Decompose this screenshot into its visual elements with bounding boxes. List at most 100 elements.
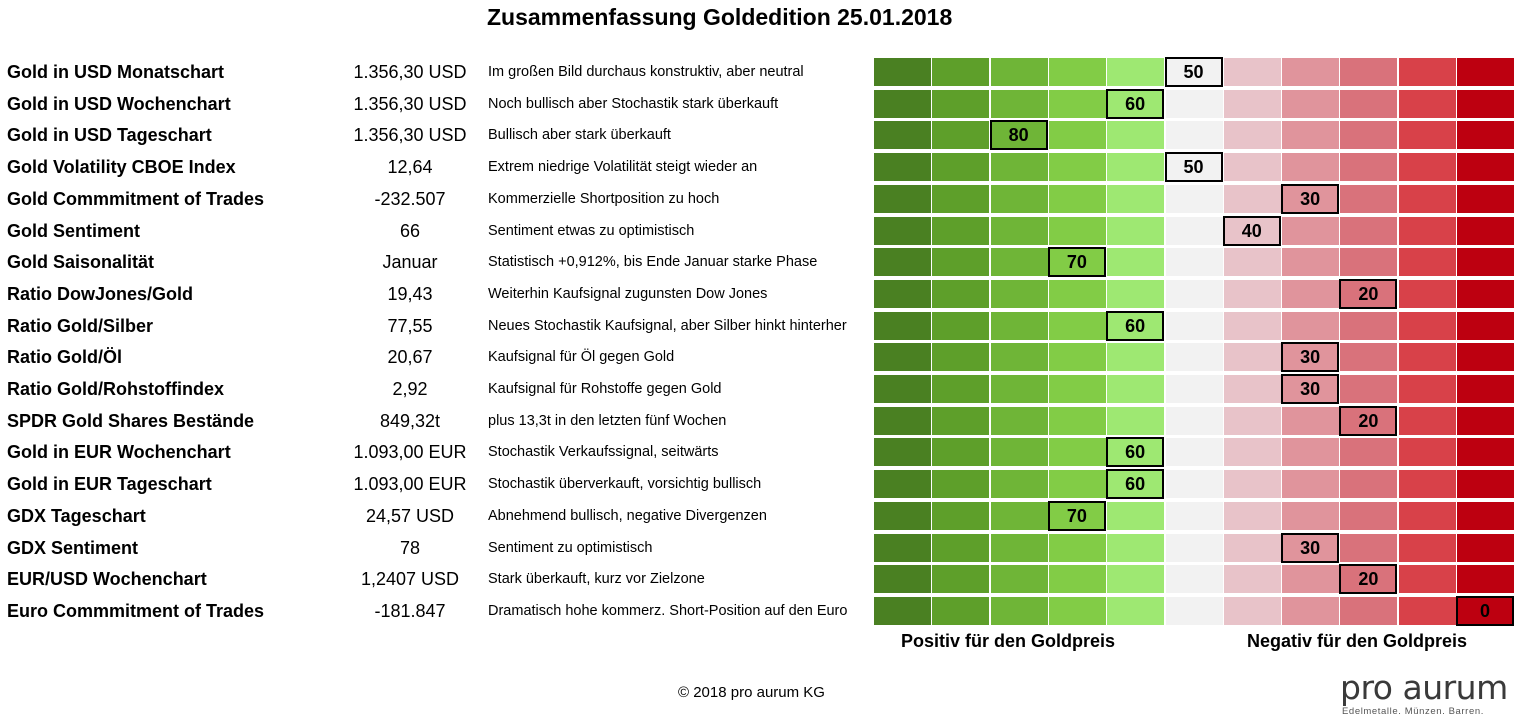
- scale-segment: [1107, 533, 1165, 562]
- row-comment: Kaufsignal für Öl gegen Gold: [488, 349, 675, 366]
- scale-segment: [1048, 216, 1106, 245]
- scale-segment: [1107, 596, 1165, 625]
- scale-segment: [1107, 501, 1165, 530]
- table-row: Ratio Gold/Öl 20,67 Kaufsignal für Öl gege…: [0, 342, 1521, 373]
- scale-segment: [874, 565, 931, 594]
- table-row: Ratio Gold/Silber 77,55 Neues Stochastik K…: [0, 310, 1521, 341]
- scale-segment: [874, 184, 931, 213]
- scale-segment: [1048, 184, 1106, 213]
- scale-segment: [990, 89, 1048, 118]
- row-value: Januar: [382, 252, 438, 273]
- scale-segment: [990, 406, 1048, 435]
- scale-segment: [1223, 311, 1281, 340]
- scale-segment: [1048, 121, 1106, 150]
- scale-segment: [990, 153, 1048, 182]
- scale-segment: [1223, 406, 1281, 435]
- scale-segment: [1282, 501, 1340, 530]
- scale-segment: [932, 89, 990, 118]
- scale-segment: [1340, 533, 1398, 562]
- scale-segment: [874, 501, 931, 530]
- scale-segment: [1223, 501, 1281, 530]
- table-row: Gold Sentiment 66 Sentiment etwas zu optim…: [0, 215, 1521, 246]
- scale-segment: [874, 89, 931, 118]
- scale-segment: [932, 375, 990, 403]
- scale-segment: [874, 343, 931, 372]
- copyright-text: © 2018 pro aurum KG: [678, 684, 825, 701]
- table-row: Gold in USD Wochenchart 1.356,30 USD Noch …: [0, 88, 1521, 119]
- scale-segment: [874, 470, 931, 499]
- scale-segment: [1282, 596, 1340, 625]
- scale-segment: [990, 470, 1048, 499]
- scale-segment: [874, 406, 931, 435]
- scale-segment: [1340, 184, 1398, 213]
- scale-segment: [1107, 343, 1165, 372]
- table-row: Euro Commmitment of Trades -181.847 Dramat…: [0, 595, 1521, 626]
- scale-segment: [1398, 470, 1456, 499]
- scale-segment: [1048, 343, 1106, 372]
- table-row: EUR/USD Wochenchart 1,2407 USD Stark überk…: [0, 564, 1521, 595]
- scale-segment: [1398, 501, 1456, 530]
- scale-segment: [1048, 596, 1106, 625]
- scale-segment: [1107, 58, 1165, 86]
- row-value: 12,64: [387, 157, 433, 178]
- scale-segment: [874, 153, 931, 182]
- row-label: Gold Volatility CBOE Index: [7, 157, 236, 178]
- table-row: Gold Volatility CBOE Index 12,64 Extrem ni…: [0, 152, 1521, 183]
- scale-segment: [874, 596, 931, 625]
- scale-segment: [1282, 311, 1340, 340]
- scale-segment: [1340, 501, 1398, 530]
- row-label: Gold Sentiment: [7, 220, 141, 241]
- scale-segment: [1457, 406, 1514, 435]
- score-marker: 60: [1106, 437, 1165, 468]
- pro-aurum-logo: pro aurum Edelmetalle. Münzen. Barren.: [1340, 670, 1512, 718]
- row-comment: Stark überkauft, kurz vor Zielzone: [488, 571, 705, 588]
- scale-segment: [932, 406, 990, 435]
- scale-segment: [932, 596, 990, 625]
- scale-segment: [1340, 89, 1398, 118]
- row-label: Euro Commmitment of Trades: [7, 600, 265, 621]
- table-row: GDX Tageschart 24,57 USD Abnehmend bullisc…: [0, 500, 1521, 531]
- row-comment: plus 13,3t in den letzten fünf Wochen: [488, 412, 727, 429]
- row-comment: Kommerzielle Shortposition zu hoch: [488, 190, 720, 207]
- table-row: Gold Commmitment of Trades -232.507 Kommer…: [0, 183, 1521, 214]
- scale-segment: [1223, 533, 1281, 562]
- row-comment: Bullisch aber stark überkauft: [488, 127, 671, 144]
- scale-segment: [1223, 248, 1281, 277]
- score-marker: 60: [1106, 310, 1165, 341]
- scale-segment: [1457, 153, 1514, 182]
- row-label: GDX Tageschart: [7, 505, 146, 526]
- row-comment: Dramatisch hohe kommerz. Short-Position …: [488, 602, 848, 619]
- scale-segment: [990, 279, 1048, 308]
- scale-segment: [1398, 216, 1456, 245]
- scale-segment: [1107, 153, 1165, 182]
- scale-segment: [1457, 89, 1514, 118]
- scale-segment: [1165, 533, 1223, 562]
- table-row: Ratio DowJones/Gold 19,43 Weiterhin Kaufsi…: [0, 278, 1521, 309]
- logo-tagline: Edelmetalle. Münzen. Barren.: [1342, 706, 1484, 717]
- score-marker: 30: [1281, 374, 1340, 404]
- scale-segment: [1165, 248, 1223, 277]
- scale-segment: [874, 279, 931, 308]
- scale-segment: [1457, 216, 1514, 245]
- score-marker: 30: [1281, 342, 1340, 373]
- table-row: SPDR Gold Shares Bestände 849,32t plus 13,…: [0, 405, 1521, 436]
- scale-segment: [1340, 121, 1398, 150]
- row-value: -232.507: [374, 188, 446, 209]
- scale-segment: [932, 343, 990, 372]
- scale-segment: [1223, 375, 1281, 403]
- scale-segment: [1223, 279, 1281, 308]
- scale-segment: [1398, 406, 1456, 435]
- scale-segment: [932, 470, 990, 499]
- scale-segment: [1107, 121, 1165, 150]
- scale-segment: [1457, 533, 1514, 562]
- scale-segment: [990, 58, 1048, 86]
- scale-segment: [1048, 565, 1106, 594]
- scale-segment: [990, 596, 1048, 625]
- scale-segment: [990, 248, 1048, 277]
- scale-segment: [1398, 58, 1456, 86]
- scale-segment: [1457, 375, 1514, 403]
- row-label: Ratio Gold/Silber: [7, 315, 154, 336]
- scale-segment: [990, 565, 1048, 594]
- scale-segment: [932, 248, 990, 277]
- table-row: Gold in USD Monatschart 1.356,30 USD Im gr…: [0, 57, 1521, 87]
